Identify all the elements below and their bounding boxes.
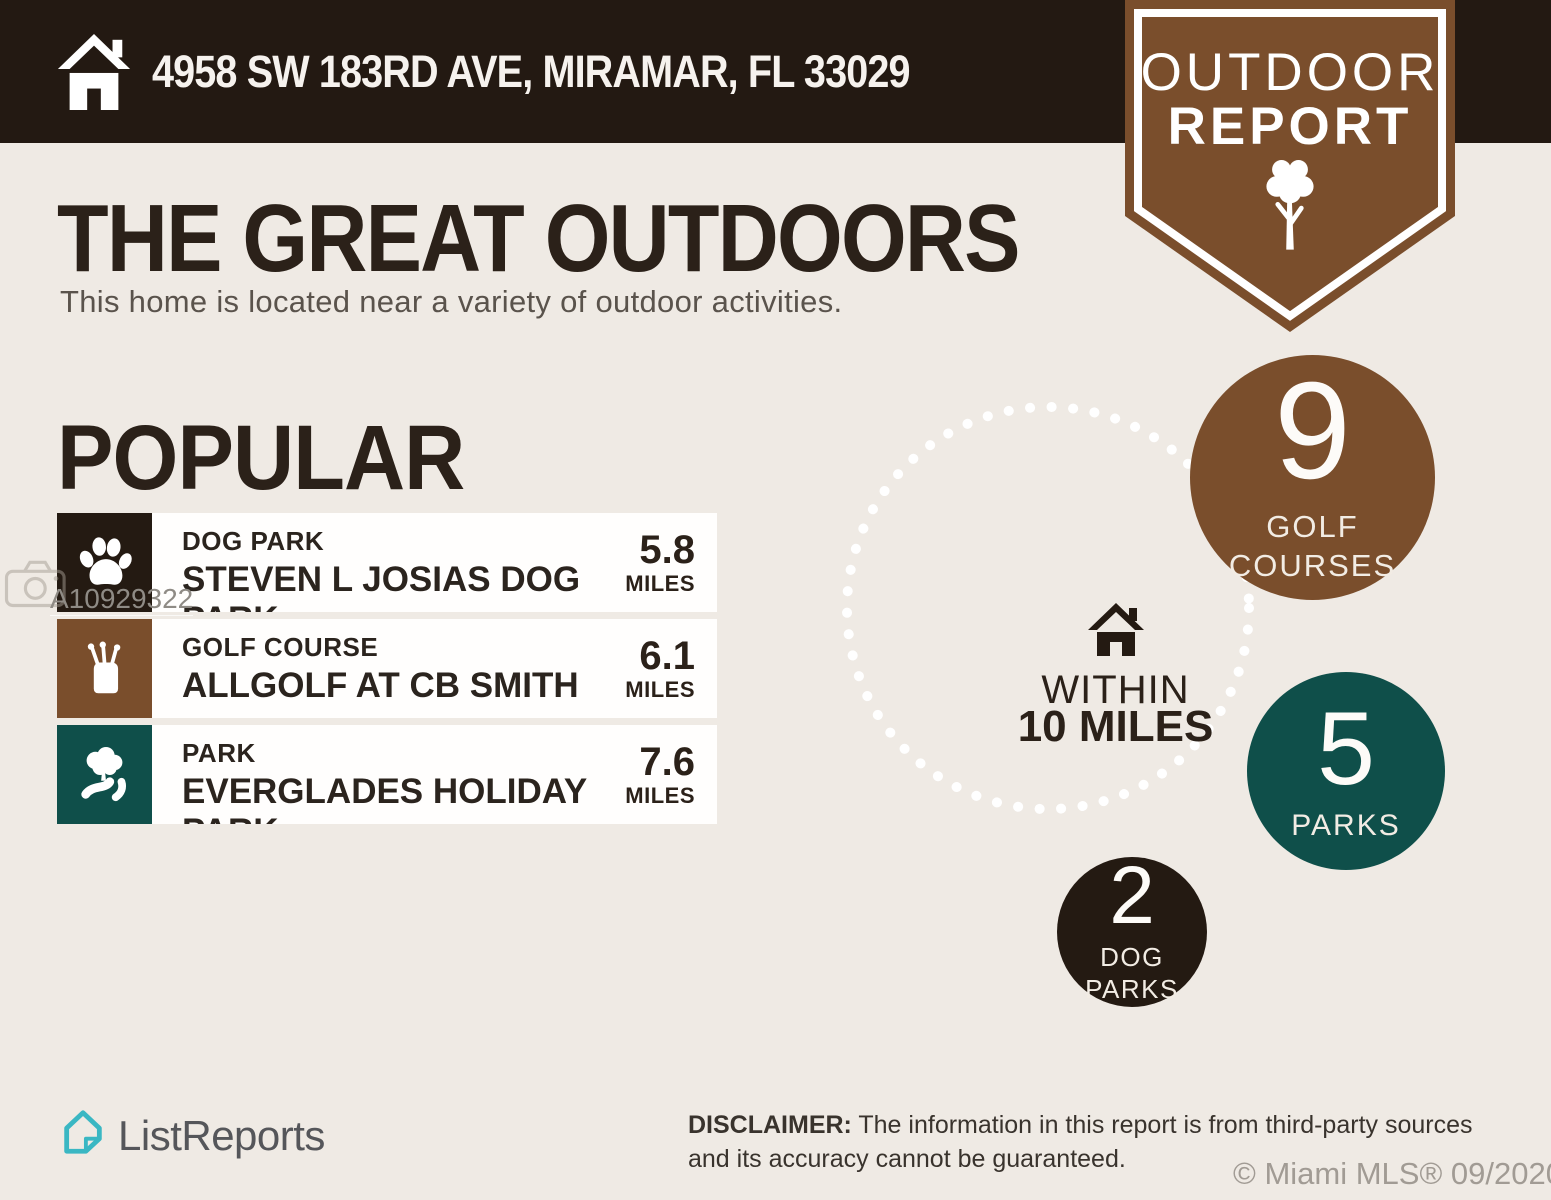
golf-bag-icon (87, 641, 120, 693)
item-distance-unit: MILES (625, 676, 695, 702)
golf-courses-label: GOLF COURSES (1228, 508, 1397, 583)
item-name: ALLGOLF AT CB SMITH (182, 666, 579, 705)
park-icon (80, 746, 126, 801)
mls-watermark-id: A10929322 (50, 583, 194, 616)
within-label: WITHIN (1041, 668, 1190, 712)
tree-icon (1266, 160, 1314, 250)
banner-title-line2: REPORT (1167, 97, 1413, 156)
list-item-golf-course: GOLF COURSE ALLGOLF AT CB SMITH 6.1 MILE… (57, 619, 717, 718)
list-item-dog-park: DOG PARK STEVEN L JOSIAS DOG PARK 5.8 MI… (57, 513, 717, 612)
item-name: STEVEN L JOSIAS DOG PARK (182, 560, 581, 612)
item-distance-unit: MILES (625, 782, 695, 808)
mls-copyright: © Miami MLS® 09/2020 (1233, 1156, 1551, 1191)
page-title: THE GREAT OUTDOORS (57, 185, 1021, 292)
golf-course-tile (57, 619, 152, 718)
parks-label: PARKS (1291, 809, 1401, 843)
item-distance: 7.6 (639, 739, 695, 784)
item-category: GOLF COURSE (182, 632, 379, 662)
dog-park-tile (57, 513, 152, 612)
dog-parks-count: 2 (1109, 849, 1155, 941)
popular-heading: POPULAR (57, 407, 465, 509)
property-address: 4958 SW 183RD AVE, MIRAMAR, FL 33029 (152, 46, 911, 97)
golf-courses-count: 9 (1274, 353, 1351, 508)
parks-count: 5 (1317, 691, 1375, 808)
list-item-park: PARK EVERGLADES HOLIDAY PARK 7.6 MILES (57, 725, 717, 824)
item-category: DOG PARK (182, 526, 325, 556)
item-category: PARK (182, 738, 256, 768)
banner-title-line1: OUTDOOR (1140, 43, 1440, 102)
popular-list: DOG PARK STEVEN L JOSIAS DOG PARK 5.8 MI… (57, 513, 717, 831)
listreports-brand: ListReports (118, 1112, 325, 1159)
within-miles-label: 10 MILES (1017, 702, 1214, 751)
disclaimer-text: DISCLAIMER: The information in this repo… (688, 1111, 1473, 1173)
dog-parks-label: DOG PARKS (1085, 941, 1179, 1005)
item-name: EVERGLADES HOLIDAY PARK (182, 772, 587, 824)
listreports-logo-icon (64, 1110, 102, 1154)
outdoor-report-banner: OUTDOOR REPORT (1125, 0, 1455, 334)
park-tile (57, 725, 152, 824)
house-icon (1088, 603, 1144, 656)
dog-parks-bubble: 2 DOG PARKS (1057, 849, 1207, 1007)
page-subtitle: This home is located near a variety of o… (60, 284, 843, 319)
parks-bubble: 5 PARKS (1247, 672, 1445, 870)
camera-watermark-icon (4, 560, 66, 608)
item-distance: 6.1 (639, 633, 695, 678)
item-distance: 5.8 (639, 527, 695, 572)
paw-icon (79, 536, 132, 585)
radius-dotted-circle (842, 402, 1254, 814)
disclaimer-label: DISCLAIMER: (688, 1111, 852, 1139)
item-distance-unit: MILES (625, 570, 695, 596)
golf-courses-bubble: 9 GOLF COURSES (1190, 355, 1435, 600)
home-icon (57, 33, 131, 110)
